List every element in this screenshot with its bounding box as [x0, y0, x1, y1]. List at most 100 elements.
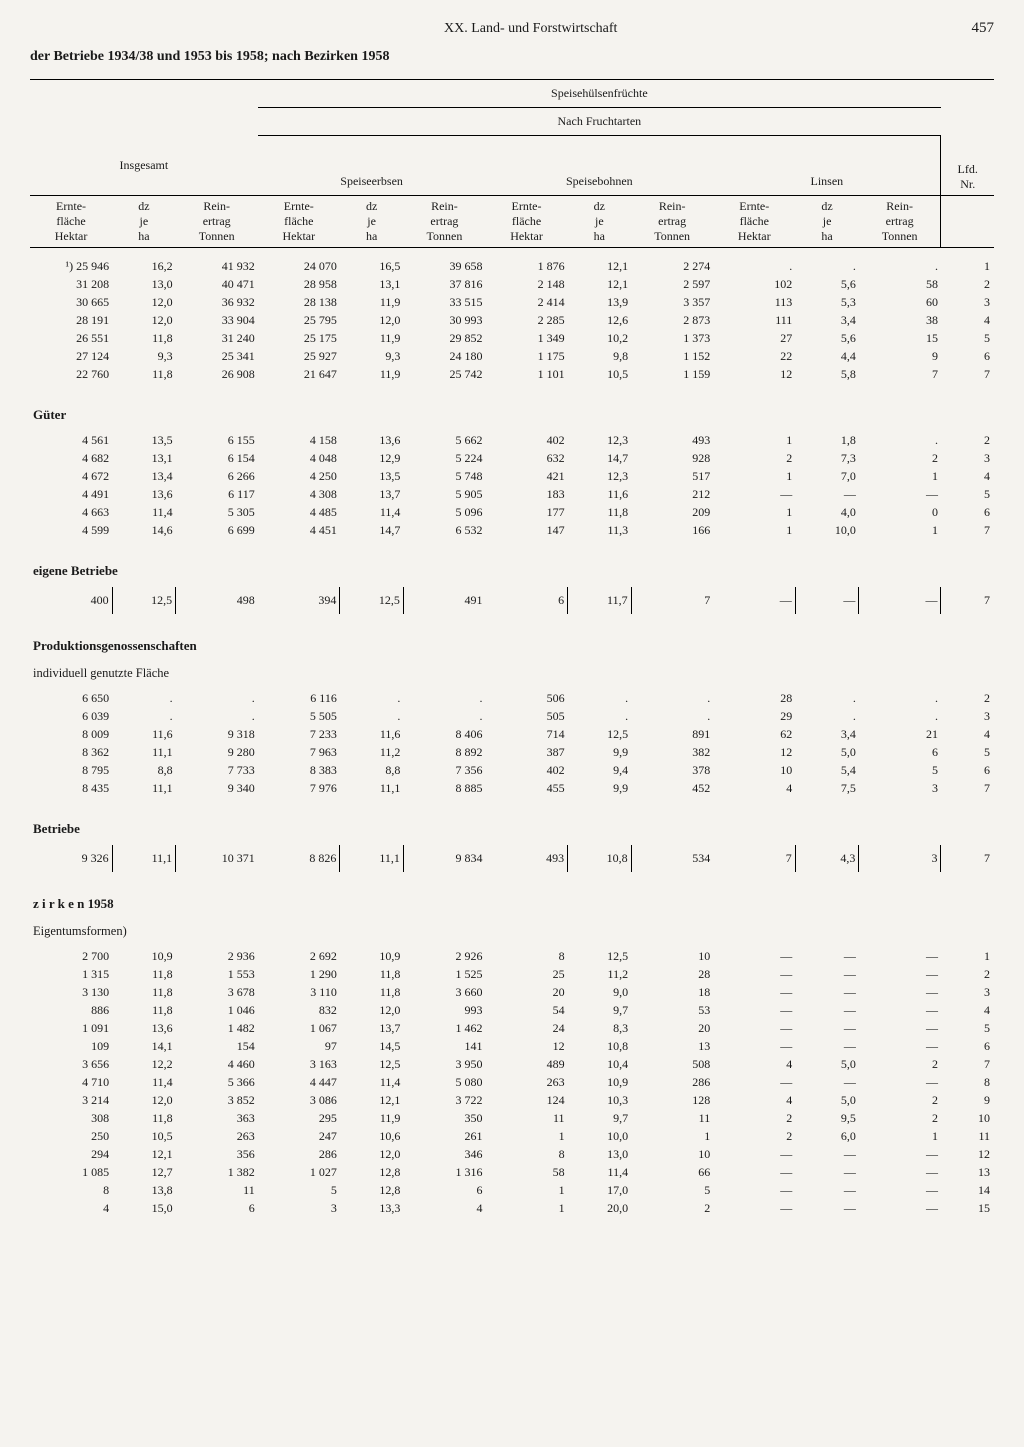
table-cell: 6	[941, 761, 994, 779]
table-cell: 1	[485, 1199, 567, 1217]
table-cell: —	[859, 1019, 941, 1037]
table-cell: 29	[713, 707, 795, 725]
table-cell: 13	[631, 1037, 713, 1055]
table-cell: 11,2	[340, 743, 404, 761]
table-cell: 1	[713, 503, 795, 521]
table-cell: 6 699	[176, 521, 258, 539]
table-cell: 7	[941, 521, 994, 539]
table-cell: 3 214	[30, 1091, 112, 1109]
table-cell: 400	[30, 587, 112, 614]
table-cell: .	[795, 689, 859, 707]
table-cell: 11,9	[340, 329, 404, 347]
table-cell: 1 152	[631, 347, 713, 365]
table-cell: 5	[631, 1181, 713, 1199]
table-cell: 5 224	[403, 449, 485, 467]
table-cell: 3,4	[795, 311, 859, 329]
table-cell: 1	[941, 257, 994, 275]
table-cell: 11,8	[568, 503, 632, 521]
col-header: Ernte-flächeHektar	[30, 195, 112, 247]
table-cell: 38	[859, 311, 941, 329]
table-row: 1 31511,81 5531 29011,81 5252511,228———2	[30, 965, 994, 983]
table-cell: 9,3	[340, 347, 404, 365]
table-cell: 1	[713, 521, 795, 539]
table-cell: 14,1	[112, 1037, 176, 1055]
table-cell: 12,6	[568, 311, 632, 329]
table-cell: 4 048	[258, 449, 340, 467]
table-cell: 1 290	[258, 965, 340, 983]
table-cell: 9 340	[176, 779, 258, 797]
table-cell: 8 826	[258, 845, 340, 872]
table-cell: 12,9	[340, 449, 404, 467]
table-row: 25010,526324710,6261110,0126,0111	[30, 1127, 994, 1145]
table-cell: 14,5	[340, 1037, 404, 1055]
table-cell: 5	[941, 485, 994, 503]
table-cell: 13,3	[340, 1199, 404, 1217]
table-cell: 3 086	[258, 1091, 340, 1109]
table-cell: 53	[631, 1001, 713, 1019]
table-cell: 10	[713, 761, 795, 779]
table-cell: 2	[631, 1199, 713, 1217]
table-cell: 5	[941, 743, 994, 761]
table-cell: .	[859, 257, 941, 275]
table-cell: 31 208	[30, 275, 112, 293]
table-cell: 7,0	[795, 467, 859, 485]
table-cell: 13,6	[112, 485, 176, 503]
table-cell: 12,5	[340, 587, 404, 614]
table-cell: 13,1	[340, 275, 404, 293]
table-cell: 1 159	[631, 365, 713, 383]
table-cell: .	[568, 689, 632, 707]
table-cell: 2	[859, 449, 941, 467]
table-cell: 4	[713, 1055, 795, 1073]
table-cell: 5 366	[176, 1073, 258, 1091]
table-cell: 1	[859, 521, 941, 539]
table-cell: 3 110	[258, 983, 340, 1001]
col-header: Ernte-flächeHektar	[485, 195, 567, 247]
table-cell: 1 349	[485, 329, 567, 347]
table-cell: —	[859, 1073, 941, 1091]
table-row: 2 70010,92 9362 69210,92 926812,510———1	[30, 947, 994, 965]
table-cell: 4 250	[258, 467, 340, 485]
table-cell: —	[859, 1199, 941, 1217]
table-row: 8 36211,19 2807 96311,28 8923879,9382125…	[30, 743, 994, 761]
table-header: Speisehülsenfrüchte Nach Fruchtarten Ins…	[30, 80, 994, 248]
table-cell: 7	[941, 1055, 994, 1073]
table-cell: 13,1	[112, 449, 176, 467]
table-cell: 8 795	[30, 761, 112, 779]
table-cell: 13,7	[340, 485, 404, 503]
table-cell: —	[795, 947, 859, 965]
table-cell: 11,9	[340, 365, 404, 383]
table-cell: 8,8	[340, 761, 404, 779]
table-row: 8 43511,19 3407 97611,18 8854559,945247,…	[30, 779, 994, 797]
table-cell: 2 597	[631, 275, 713, 293]
table-cell: 4 561	[30, 431, 112, 449]
table-cell: 5	[859, 761, 941, 779]
table-cell: 13,6	[112, 1019, 176, 1037]
table-cell: 4 460	[176, 1055, 258, 1073]
table-cell: 10 371	[176, 845, 258, 872]
table-cell: .	[795, 707, 859, 725]
table-cell: 11,6	[112, 725, 176, 743]
table-cell: 12,3	[568, 467, 632, 485]
table-row: 6 039..5 505..505..29..3	[30, 707, 994, 725]
table-cell: 1	[713, 431, 795, 449]
table-cell: 1 046	[176, 1001, 258, 1019]
table-cell: 5,0	[795, 1091, 859, 1109]
hdr-bohnen: Speisebohnen	[485, 136, 713, 196]
section-label: eigene Betriebe	[30, 549, 994, 587]
table-row: 3 13011,83 6783 11011,83 660209,018———3	[30, 983, 994, 1001]
table-cell: 491	[403, 587, 485, 614]
table-row: 28 19112,033 90425 79512,030 9932 28512,…	[30, 311, 994, 329]
table-cell: 12,5	[340, 1055, 404, 1073]
section-label: Güter	[30, 393, 994, 431]
table-cell: —	[713, 983, 795, 1001]
table-cell: 9,0	[568, 983, 632, 1001]
table-cell: 66	[631, 1163, 713, 1181]
table-cell: 1,8	[795, 431, 859, 449]
table-cell: 6 154	[176, 449, 258, 467]
table-cell: 31 240	[176, 329, 258, 347]
table-cell: 2	[859, 1091, 941, 1109]
table-cell: 508	[631, 1055, 713, 1073]
table-cell: 8	[941, 1073, 994, 1091]
table-cell: —	[713, 1163, 795, 1181]
table-cell: 10,9	[112, 947, 176, 965]
